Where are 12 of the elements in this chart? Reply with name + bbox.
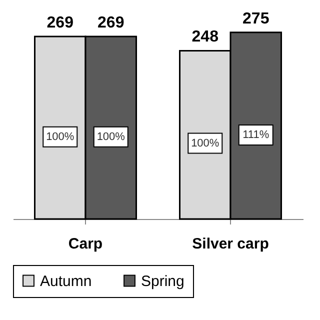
x-tick-label: Carp	[68, 236, 103, 252]
x-tick-label: Silver carp	[192, 236, 269, 252]
data-label: 248	[192, 28, 219, 46]
annotation: 100%	[191, 137, 220, 150]
data-label: 269	[98, 14, 124, 32]
annotation: 100%	[96, 130, 126, 143]
annotation: 111%	[242, 129, 270, 142]
annotation: 100%	[46, 130, 74, 143]
data-label: 269	[46, 14, 74, 32]
data-label: 275	[242, 10, 270, 28]
legend-label: Spring	[141, 272, 184, 290]
legend-label: Autumn	[40, 272, 92, 290]
